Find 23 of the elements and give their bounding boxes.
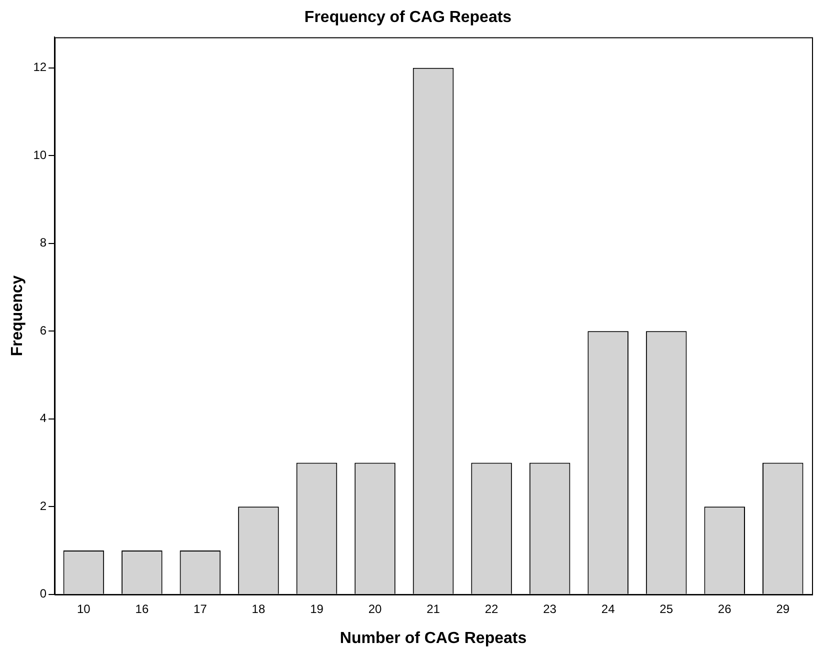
x-tick-label: 10 xyxy=(77,602,91,616)
y-axis-title: Frequency xyxy=(9,275,26,356)
x-tick-label: 20 xyxy=(368,602,382,616)
x-tick-label: 24 xyxy=(601,602,616,616)
x-tick-label: 23 xyxy=(543,602,557,616)
chart-title: Frequency of CAG Repeats xyxy=(304,9,512,26)
x-tick-label: 18 xyxy=(252,602,266,616)
x-tick-label: 16 xyxy=(135,602,149,616)
y-tick-label: 0 xyxy=(40,586,47,601)
y-tick-label: 8 xyxy=(40,236,47,250)
y-tick-label: 10 xyxy=(33,148,47,162)
x-tick-label: 22 xyxy=(484,602,499,616)
x-tick-label: 19 xyxy=(310,602,324,616)
y-tick-label: 12 xyxy=(33,60,47,74)
x-tick-label: 17 xyxy=(194,602,208,616)
y-tick-label: 6 xyxy=(40,323,47,338)
x-axis-title: Number of CAG Repeats xyxy=(340,630,527,647)
x-tick-label: 26 xyxy=(718,602,732,616)
x-tick-label: 29 xyxy=(776,602,790,616)
y-tick-label: 2 xyxy=(40,498,47,513)
y-tick-label: 4 xyxy=(40,411,47,426)
x-tick-label: 25 xyxy=(660,602,674,616)
x-tick-label: 21 xyxy=(426,602,440,616)
